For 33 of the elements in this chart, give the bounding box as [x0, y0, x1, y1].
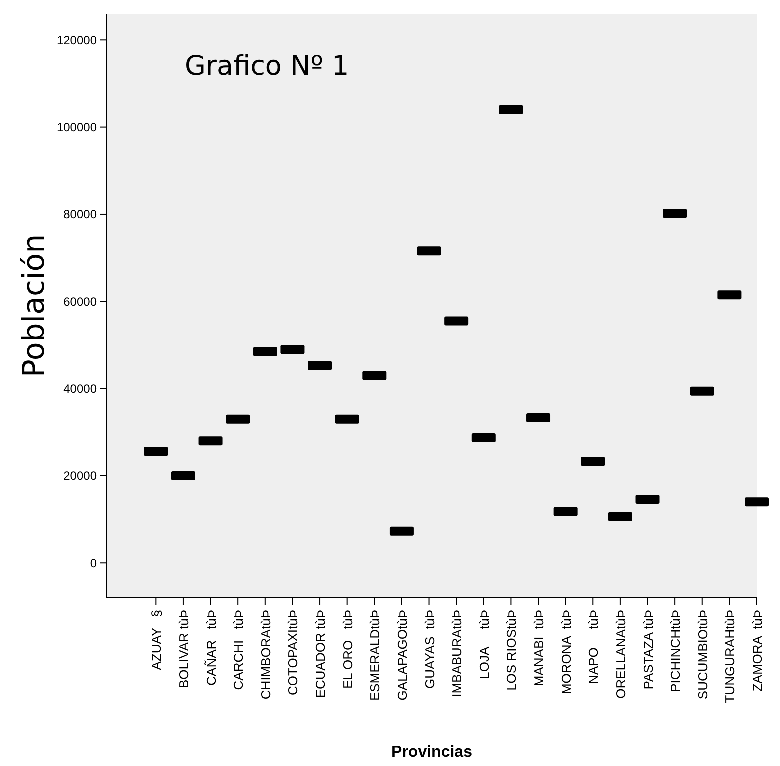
x-tick-label: PICHINCHtùÞ [668, 610, 684, 692]
x-tick-label: MORONA tùÞ [558, 610, 574, 695]
y-tick-label: 100000 [56, 120, 98, 135]
x-tick-label: CAÑAR tùÞ [204, 610, 219, 686]
x-tick-label: CHIMBORAtùÞ [258, 610, 274, 700]
y-tick-label: 0 [90, 556, 98, 570]
y-axis-title: Población [17, 234, 52, 378]
x-tick-label: TUNGURAHtùÞ [722, 610, 738, 704]
x-tick-label: ECUADOR tùÞ [313, 610, 328, 698]
y-tick-label: 120000 [56, 33, 98, 48]
x-tick-label: NAPO tùÞ [586, 610, 602, 684]
x-tick-label: CARCHI tùÞ [231, 610, 246, 690]
x-tick-label: IMBABURAtùÞ [450, 610, 465, 698]
y-tick-label: 20000 [64, 469, 98, 484]
x-tick-label: LOJA tùÞ [476, 610, 492, 680]
y-tick-label: 40000 [64, 382, 98, 396]
x-tick-label: MANABI tùÞ [532, 610, 547, 687]
x-tick-label: EL ORO tùÞ [340, 610, 356, 689]
x-tick-label: AZUAY § [149, 610, 164, 670]
x-tick-label: PASTAZA tùÞ [640, 610, 656, 690]
x-tick-label: GUAYAS tùÞ [422, 610, 438, 689]
x-tick-label: LOS RIOStùÞ [504, 610, 520, 691]
x-tick-label: ESMERALDtùÞ [368, 610, 383, 702]
text: Grafico Nº 1 [185, 51, 350, 82]
x-tick-label: BOLIVAR tùÞ [176, 610, 192, 689]
y-tick-label: 80000 [64, 208, 98, 222]
x-tick-label: SUCUMBIOtùÞ [695, 610, 710, 700]
y-tick-label: 60000 [64, 294, 98, 309]
x-tick-label: COTOPAXItùÞ [286, 610, 301, 696]
x-tick-label: ZAMORA tùÞ [750, 610, 765, 692]
x-tick-label: GALAPAGOtùÞ [394, 610, 410, 701]
x-tick-label: ORELLANAtùÞ [613, 610, 628, 699]
x-axis-title: Provincias [392, 744, 473, 761]
